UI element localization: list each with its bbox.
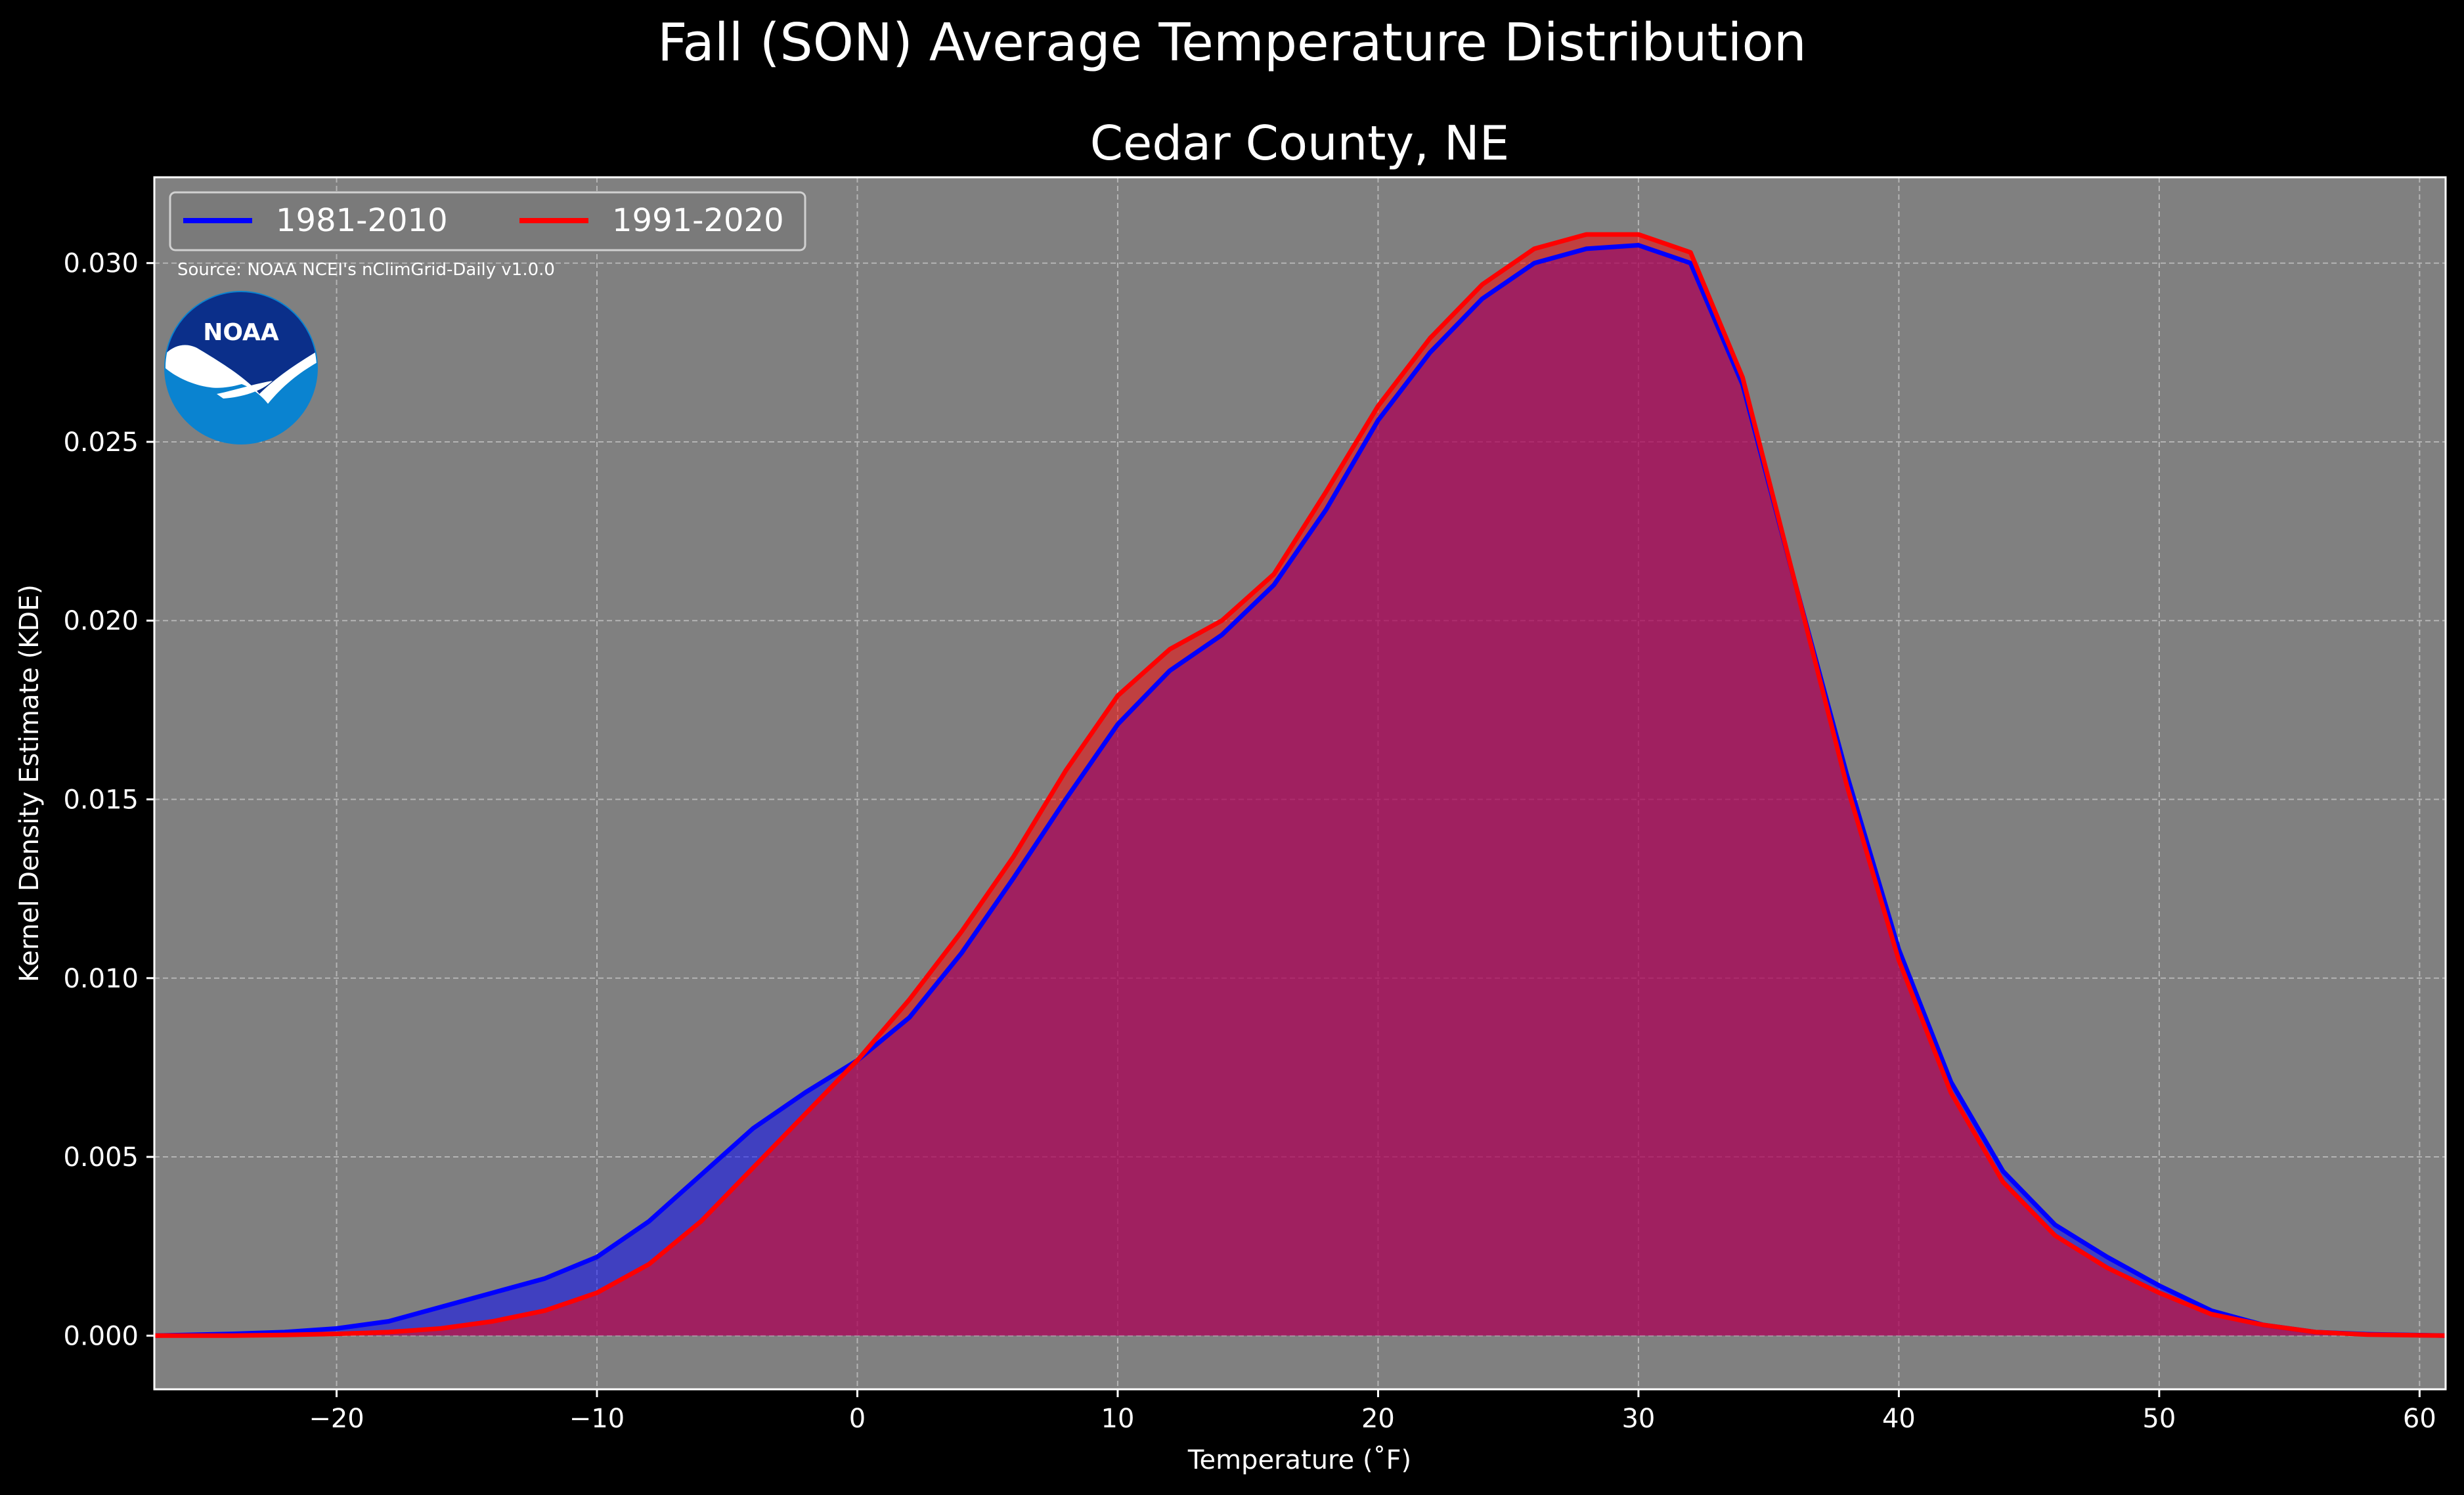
x-tick-label: 60 bbox=[2403, 1404, 2436, 1434]
y-axis: 0.000 0.005 0.010 0.015 0.020 0.025 0.030 bbox=[63, 249, 154, 1351]
x-tick-label: −20 bbox=[309, 1404, 364, 1434]
y-tick-label: 0.030 bbox=[63, 249, 139, 279]
x-tick-label: −10 bbox=[569, 1404, 625, 1434]
legend-frame bbox=[169, 191, 806, 251]
legend-label-1981-2010: 1981-2010 bbox=[276, 202, 448, 239]
legend: 1981-2010 1991-2020 bbox=[169, 191, 806, 251]
y-tick-label: 0.015 bbox=[63, 785, 139, 815]
y-tick-label: 0.025 bbox=[63, 427, 139, 458]
series-layer bbox=[154, 232, 2446, 1338]
source-note: Source: NOAA NCEI's nClimGrid-Daily v1.0… bbox=[177, 260, 555, 280]
plot-frame bbox=[153, 176, 2447, 1391]
y-tick-label: 0.000 bbox=[63, 1321, 139, 1351]
x-tick-label: 10 bbox=[1101, 1404, 1135, 1434]
y-tick-label: 0.010 bbox=[63, 964, 139, 994]
x-tick-label: 30 bbox=[1621, 1404, 1655, 1434]
x-axis-label: Temperature (˚F) bbox=[1187, 1445, 1411, 1475]
series-area-1991-2020 bbox=[154, 234, 2446, 1336]
x-tick-label: 0 bbox=[849, 1404, 866, 1434]
chart-subtitle: Cedar County, NE bbox=[1090, 116, 1509, 171]
x-tick-label: 40 bbox=[1882, 1404, 1916, 1434]
x-axis: −20 −10 0 10 20 30 40 50 60 bbox=[309, 1389, 2436, 1434]
series-line-1981-2010 bbox=[154, 243, 2446, 1338]
series-line-1991-2020 bbox=[154, 232, 2446, 1338]
x-tick-label: 20 bbox=[1361, 1404, 1395, 1434]
x-tick-label: 50 bbox=[2142, 1404, 2176, 1434]
y-axis-label: Kernel Density Estimate (KDE) bbox=[14, 584, 45, 982]
noaa-logo-text: NOAA bbox=[203, 319, 279, 346]
y-tick-label: 0.005 bbox=[63, 1142, 139, 1173]
figure-title: Fall (SON) Average Temperature Distribut… bbox=[657, 12, 1807, 73]
noaa-logo: NOAA bbox=[164, 291, 318, 444]
legend-label-1991-2020: 1991-2020 bbox=[612, 202, 784, 239]
y-tick-label: 0.020 bbox=[63, 606, 139, 636]
